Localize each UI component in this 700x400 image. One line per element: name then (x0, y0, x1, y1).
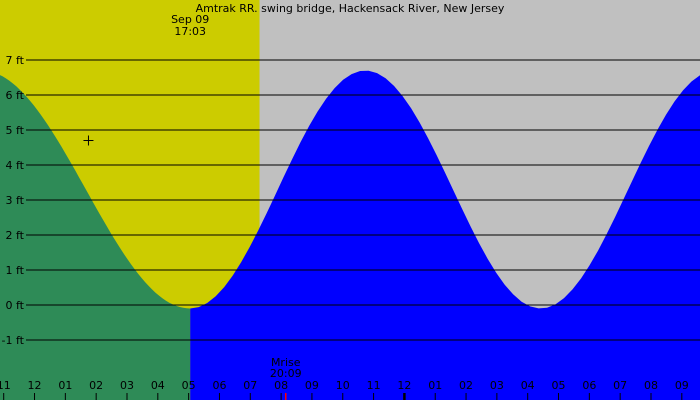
y-tick-label: 0 ft (6, 299, 25, 312)
x-tick-label: 02 (89, 379, 103, 392)
y-tick-label: 7 ft (6, 54, 25, 67)
x-tick-label: 02 (459, 379, 473, 392)
x-tick-label: 07 (613, 379, 627, 392)
x-tick-label: 03 (490, 379, 504, 392)
x-tick-label: 08 (644, 379, 658, 392)
y-tick-label: 5 ft (6, 124, 25, 137)
y-tick-label: -1 ft (2, 334, 25, 347)
x-tick-label: 04 (521, 379, 535, 392)
chart-title: Amtrak RR. swing bridge, Hackensack Rive… (196, 2, 505, 15)
y-tick-label: 6 ft (6, 89, 25, 102)
moon-labels: Mset08:36Mrise20:09 (270, 356, 302, 400)
y-tick-label: 1 ft (6, 264, 25, 277)
x-tick-label: 07 (243, 379, 257, 392)
x-tick-label: 06 (212, 379, 226, 392)
x-tick-label: 05 (182, 379, 196, 392)
x-tick-label: 12 (28, 379, 42, 392)
x-axis-labels: 11 12 01 02 03 04 05 06 07 08 09 10 11 12 01 02 03 04 05 06… (0, 379, 689, 400)
x-tick-label: 03 (120, 379, 134, 392)
y-axis-labels: 7 ft 6 ft 5 ft 4 ft 3 ft 2 ft 1 ft 0 ft -1 ft (2, 54, 25, 347)
x-tick-label: 09 (305, 379, 319, 392)
extreme-time: 17:03 (174, 25, 206, 38)
extreme-date: Sep 09 (171, 13, 209, 26)
y-tick-label: 4 ft (6, 159, 25, 172)
x-tick-label: 11 (0, 379, 11, 392)
x-tick-label: 05 (552, 379, 566, 392)
x-tick-label: 10 (336, 379, 350, 392)
x-tick-label: 01 (428, 379, 442, 392)
moon-event-time: 20:09 (270, 367, 302, 380)
gridlines (26, 59, 700, 341)
y-tick-label: 3 ft (6, 194, 25, 207)
x-tick-label: 06 (582, 379, 596, 392)
x-tick-label: 01 (58, 379, 72, 392)
x-tick-label: 08 (274, 379, 288, 392)
extreme-date: Sep 09 (0, 13, 1, 26)
y-tick-label: 2 ft (6, 229, 25, 242)
x-tick-label: 12 (397, 379, 411, 392)
x-tick-label: 04 (151, 379, 165, 392)
x-tick-label: 09 (675, 379, 689, 392)
falling-tide-area-2 (0, 75, 191, 400)
x-tick-label: 11 (367, 379, 381, 392)
crosshair-marker (83, 135, 94, 146)
moon-event-label: Mrise (271, 356, 301, 369)
